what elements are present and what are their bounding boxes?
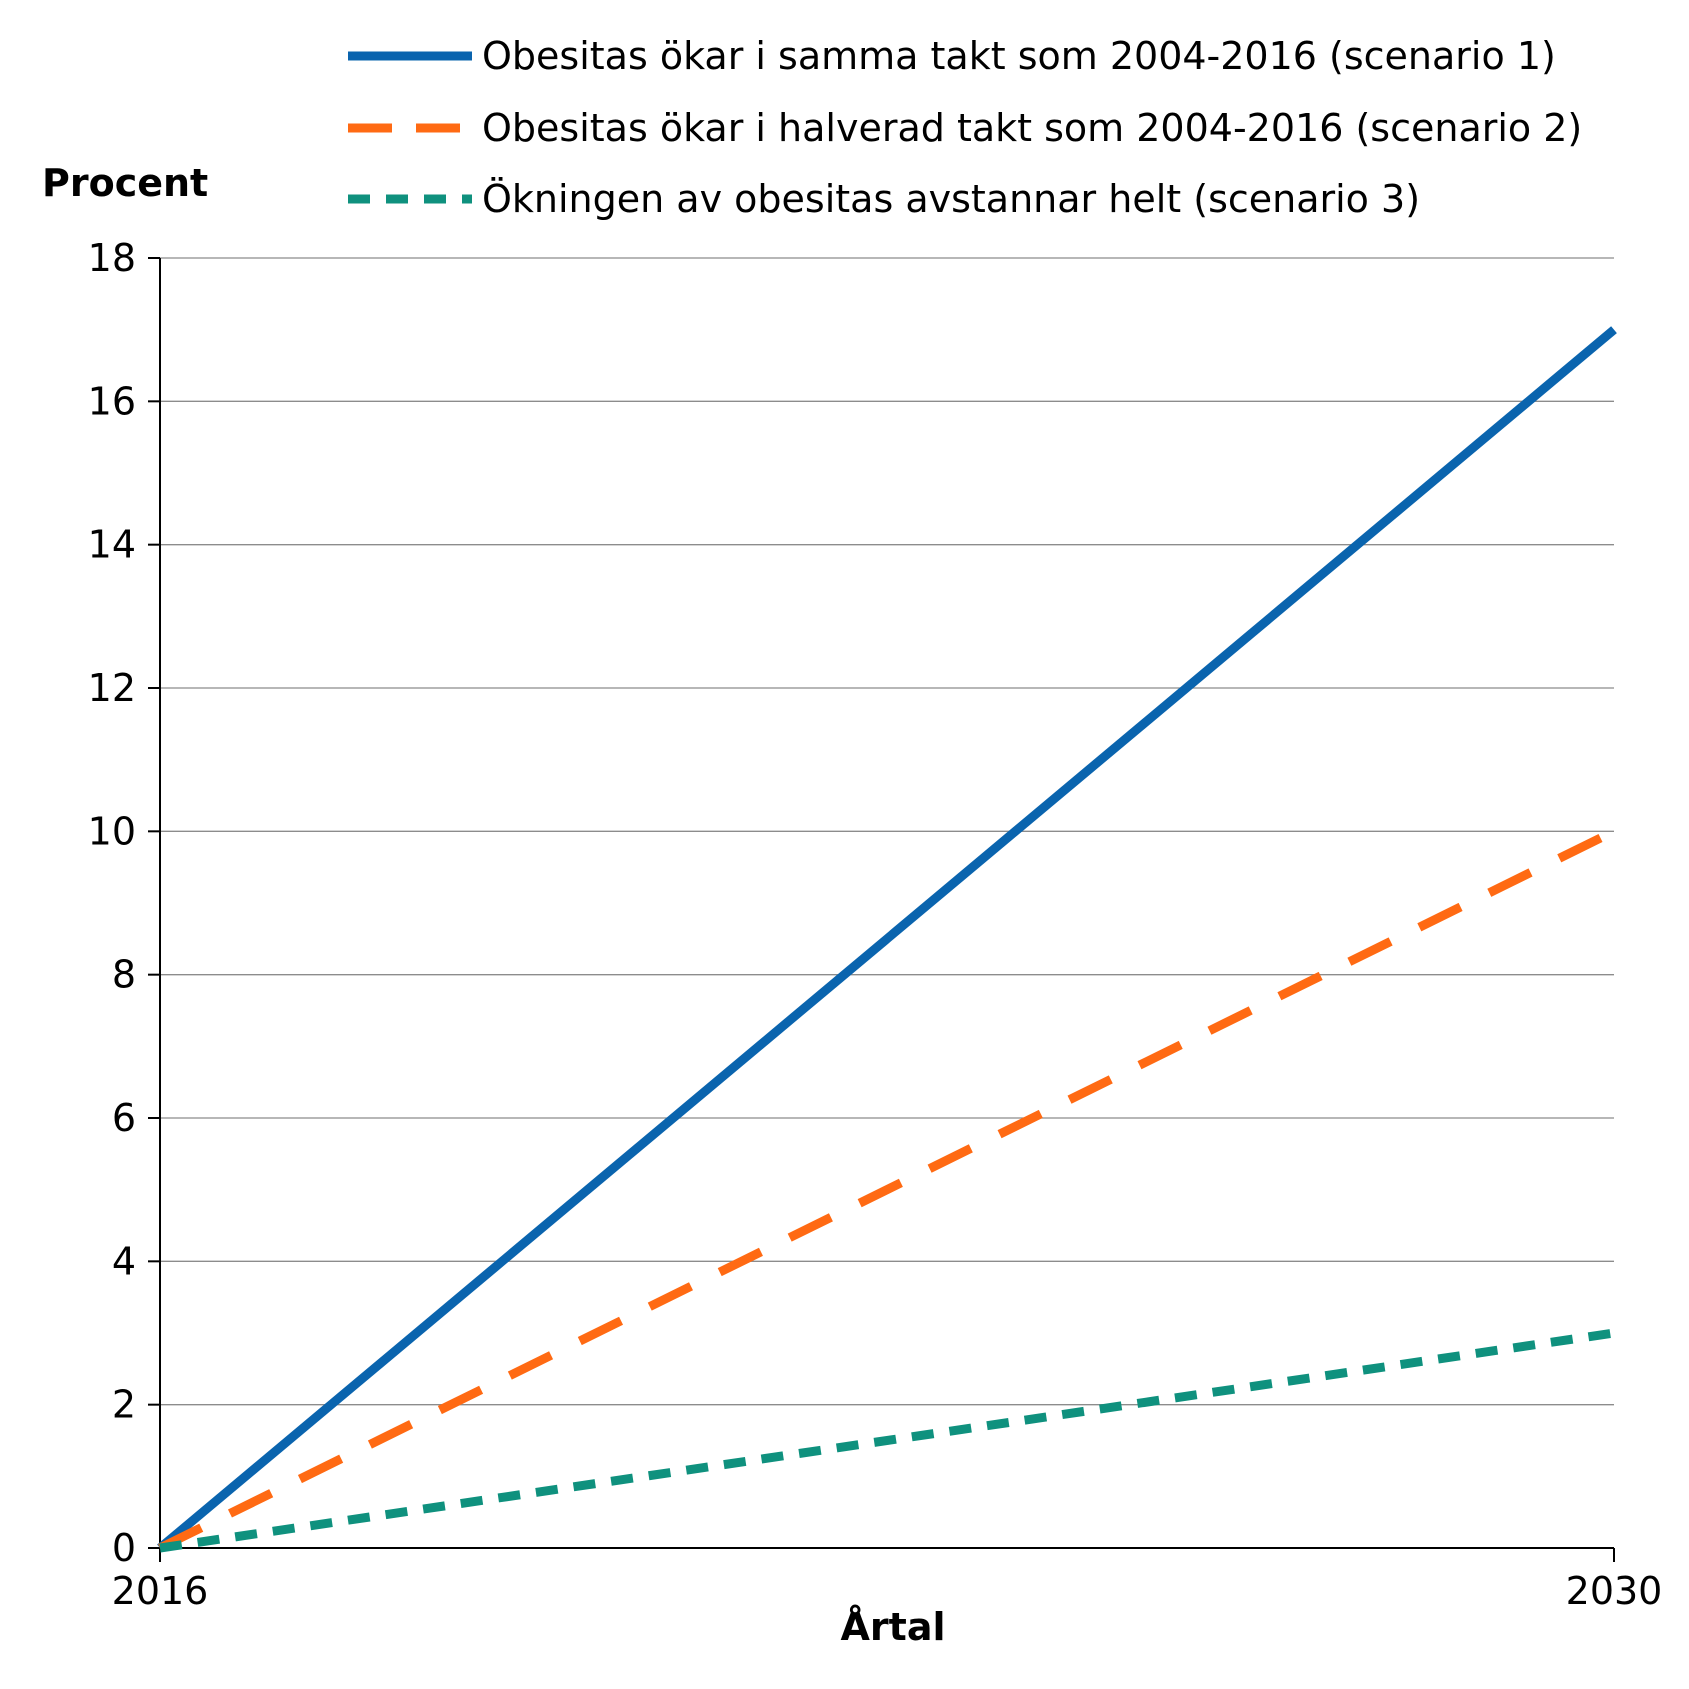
y-tick-label: 16 [88, 379, 136, 423]
y-tick-label: 10 [88, 809, 136, 853]
y-tick-label: 12 [88, 666, 136, 710]
y-axis-title: Procent [42, 161, 208, 205]
series-line-scenario-1 [157, 326, 1617, 1552]
legend-label-scenario-1: Obesitas ökar i samma takt som 2004-2016… [482, 34, 1556, 78]
y-tick-label: 2 [112, 1383, 136, 1427]
series-line-scenario-3 [159, 1328, 1615, 1553]
legend-label-scenario-3: Ökningen av obesitas avstannar helt (sce… [482, 177, 1420, 221]
legend: Obesitas ökar i samma takt som 2004-2016… [348, 34, 1582, 221]
x-tick-label: 2016 [112, 1569, 209, 1613]
y-tick-label: 6 [112, 1096, 136, 1140]
y-tick-label: 4 [112, 1239, 136, 1283]
series-line-scenario-2 [158, 827, 1616, 1553]
x-axis-title: Årtal [841, 1605, 946, 1649]
axes [159, 258, 1614, 1549]
y-tick-label: 14 [88, 523, 136, 567]
gridlines [160, 257, 1614, 1406]
y-tick-label: 0 [112, 1526, 136, 1570]
series-lines [157, 326, 1617, 1553]
y-tick-label: 8 [112, 953, 136, 997]
x-tick-label: 2030 [1566, 1569, 1663, 1613]
y-axis-ticks: 0 2 4 6 8 10 12 14 16 18 [88, 236, 160, 1570]
x-axis-ticks: 2016 2030 [112, 1548, 1663, 1613]
legend-label-scenario-2: Obesitas ökar i halverad takt som 2004-2… [482, 106, 1582, 150]
y-tick-label: 18 [88, 236, 136, 280]
